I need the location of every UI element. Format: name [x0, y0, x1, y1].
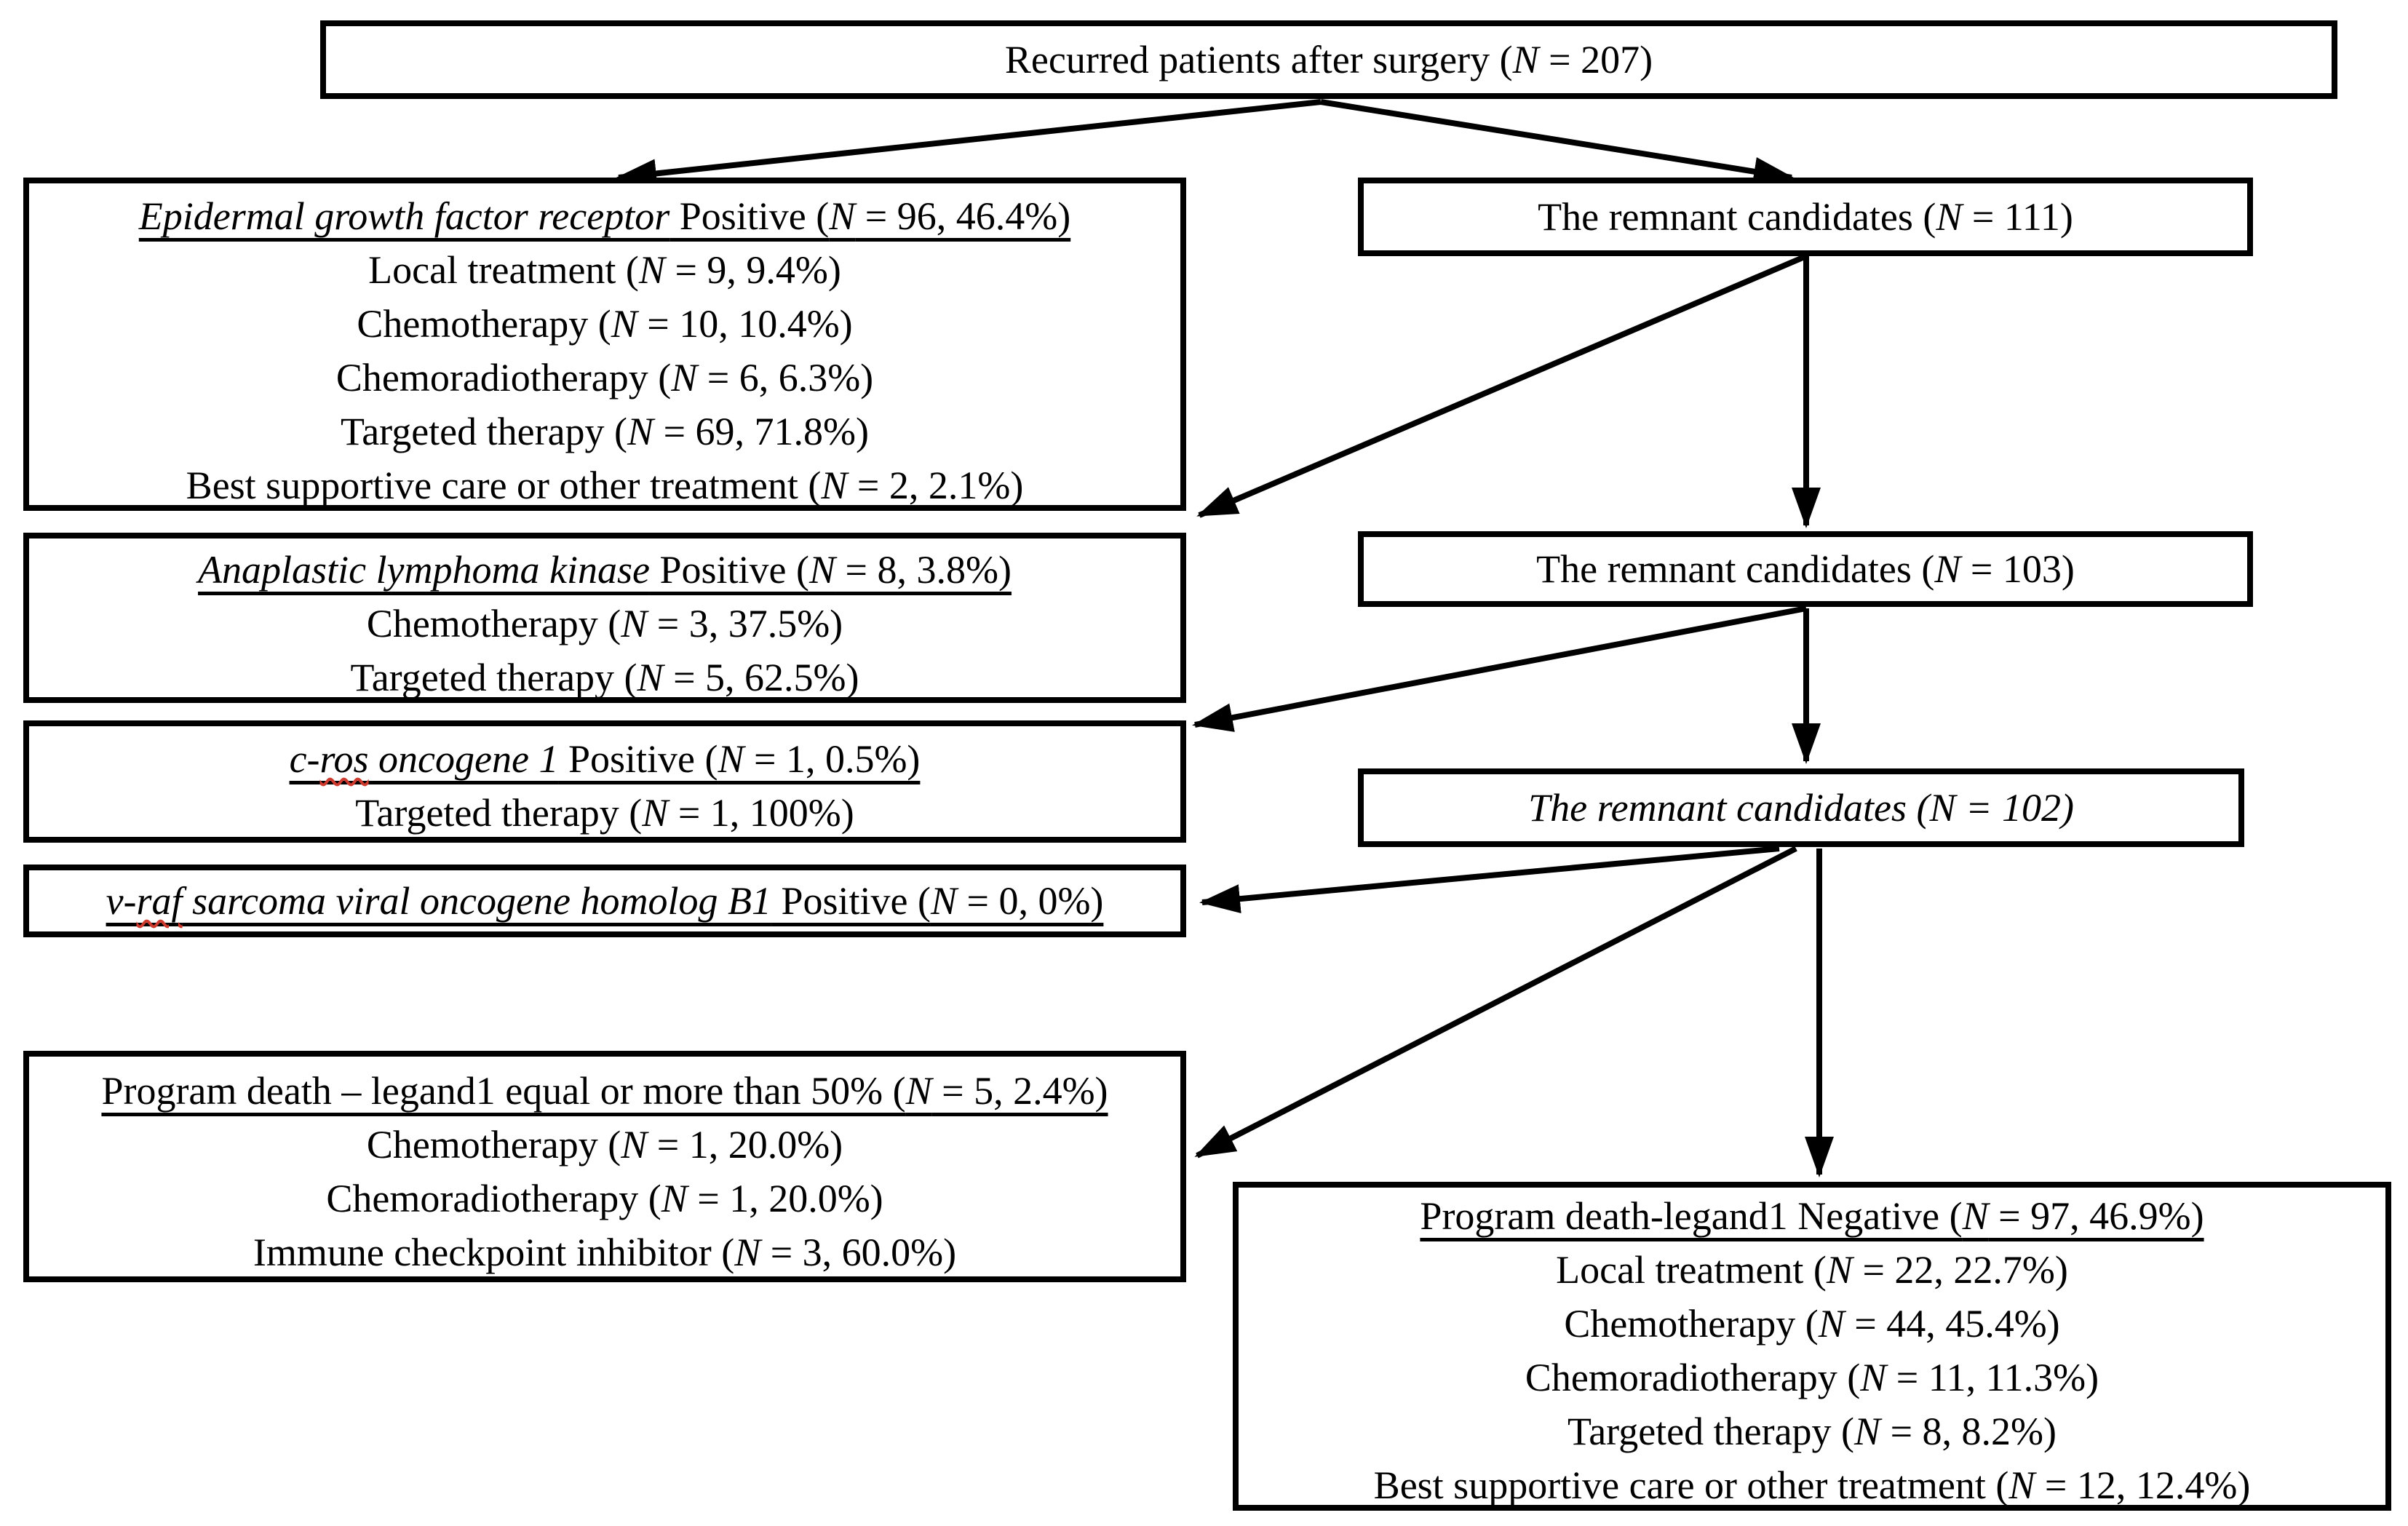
- treatment-item: Chemoradiotherapy (N = 11, 11.3%): [1525, 1356, 2099, 1399]
- node-remnant-candidates-103: The remnant candidates (N = 103): [1358, 531, 2253, 607]
- treatment-item: Chemotherapy (N = 44, 45.4%): [1564, 1302, 2060, 1346]
- arrow-remnant2-to-cros: [1192, 605, 1807, 732]
- treatment-item: Chemoradiotherapy (N = 1, 20.0%): [326, 1177, 883, 1220]
- treatment-item: Targeted therapy (N = 69, 71.8%): [341, 410, 869, 453]
- node-remnant-candidates-111: The remnant candidates (N = 111): [1358, 178, 2253, 256]
- node-alk-positive: Anaplastic lymphoma kinase Positive (N =…: [23, 533, 1186, 703]
- treatment-item: Chemotherapy (N = 1, 20.0%): [366, 1123, 843, 1167]
- arrow-remnant3-to-vraf: [1199, 846, 1780, 914]
- arrow-remnant3-to-pdl1high: [1194, 846, 1797, 1159]
- node-braf-positive: v-raf sarcoma viral oncogene homolog B1 …: [23, 865, 1186, 937]
- node-recurred-patients-label: Recurred patients after surgery (N = 207…: [1004, 38, 1653, 82]
- treatment-item: Chemoradiotherapy (N = 6, 6.3%): [335, 356, 874, 400]
- node-alk-title: Anaplastic lymphoma kinase Positive (N =…: [198, 548, 1012, 592]
- node-egfr-title: Epidermal growth factor receptor Positiv…: [138, 194, 1071, 238]
- node-ros1-title: c-ros oncogene 1 Positive (N = 1, 0.5%): [289, 737, 921, 781]
- node-remnant-103-label: The remnant candidates (N = 103): [1536, 547, 2075, 591]
- node-braf-title: v-raf sarcoma viral oncogene homolog B1 …: [106, 879, 1104, 923]
- node-recurred-patients: Recurred patients after surgery (N = 207…: [320, 20, 2337, 99]
- arrow-remnant1-to-alk: [1196, 253, 1808, 518]
- treatment-item: Chemotherapy (N = 3, 37.5%): [366, 602, 843, 645]
- treatment-item: Best supportive care or other treatment …: [1373, 1463, 2251, 1507]
- treatment-item: Chemotherapy (N = 10, 10.4%): [357, 302, 853, 346]
- node-pdl1-negative-title: Program death-legand1 Negative (N = 97, …: [1420, 1194, 2204, 1238]
- node-pdl1-high: Program death – legand1 equal or more th…: [23, 1051, 1186, 1282]
- treatment-item: Targeted therapy (N = 8, 8.2%): [1567, 1410, 2057, 1453]
- node-remnant-candidates-102: The remnant candidates (N = 102): [1358, 768, 2244, 847]
- treatment-item: Targeted therapy (N = 1, 100%): [355, 791, 854, 835]
- node-egfr-positive: Epidermal growth factor receptor Positiv…: [23, 178, 1186, 511]
- treatment-item: Local treatment (N = 22, 22.7%): [1556, 1248, 2068, 1292]
- node-remnant-102-label: The remnant candidates (N = 102): [1528, 786, 2074, 830]
- node-remnant-111-label: The remnant candidates (N = 111): [1538, 195, 2073, 239]
- treatment-item: Immune checkpoint inhibitor (N = 3, 60.0…: [253, 1231, 957, 1274]
- treatment-item: Best supportive care or other treatment …: [186, 464, 1024, 507]
- node-pdl1-negative: Program death-legand1 Negative (N = 97, …: [1233, 1182, 2391, 1511]
- node-pdl1-high-title: Program death – legand1 equal or more th…: [101, 1069, 1108, 1113]
- treatment-item: Local treatment (N = 9, 9.4%): [368, 248, 841, 292]
- arrow-root-to-egfr: [616, 99, 1322, 188]
- arrow-root-to-remnant1: [1320, 99, 1795, 186]
- node-ros1-positive: c-ros oncogene 1 Positive (N = 1, 0.5%) …: [23, 720, 1186, 843]
- treatment-item: Targeted therapy (N = 5, 62.5%): [350, 656, 859, 699]
